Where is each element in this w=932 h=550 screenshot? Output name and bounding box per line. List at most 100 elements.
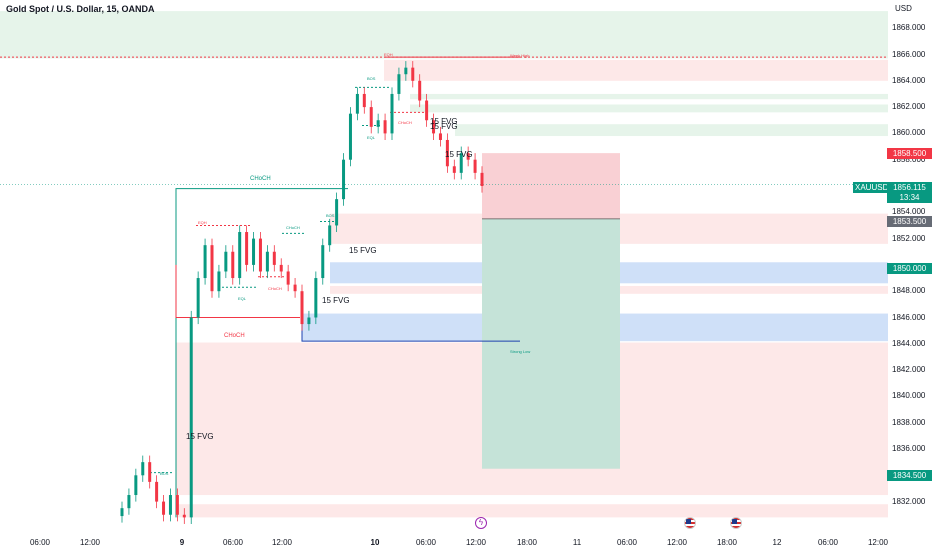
- us-flag-event-icon[interactable]: [684, 517, 696, 529]
- candle-body: [369, 107, 373, 127]
- demand-zone: [410, 93, 888, 100]
- entry-price-badge: 1853.500: [887, 216, 932, 227]
- candle-body: [265, 251, 269, 272]
- fvg-label: 15 FVG: [322, 296, 350, 305]
- time-tick-label: 9: [179, 538, 185, 547]
- choch-label: CHoCH: [286, 225, 300, 230]
- price-tick-label: 1842.000: [892, 365, 926, 375]
- candle-body: [355, 93, 359, 114]
- candle-body: [335, 199, 339, 226]
- candle-body: [286, 271, 290, 285]
- bar-countdown: 13:34: [887, 193, 932, 203]
- time-tick-label: 12:00: [79, 538, 101, 547]
- candle-body: [279, 264, 283, 272]
- candle-body: [162, 501, 166, 515]
- take-profit-zone: [482, 218, 620, 469]
- candle-body: [390, 93, 394, 134]
- choch-line: [175, 188, 348, 518]
- candle-body: [307, 317, 311, 325]
- candle-body: [245, 232, 249, 265]
- choch-label: CHoCH: [398, 120, 412, 125]
- bos-label: BOS: [160, 471, 169, 476]
- candle-body: [411, 67, 415, 81]
- candle-body: [425, 100, 429, 121]
- us-flag-event-icon[interactable]: [730, 517, 742, 529]
- candle-body: [134, 475, 138, 496]
- target-price-badge: 1834.500: [887, 470, 932, 481]
- eqh-label: EQH: [384, 52, 393, 57]
- week-high-label: Week High: [510, 53, 530, 58]
- time-tick-label: 06:00: [29, 538, 51, 547]
- fvg-label: 15 FVG: [445, 150, 473, 159]
- candle-body: [473, 159, 477, 173]
- symbol-tag: XAUUSD: [853, 182, 891, 193]
- candle-body: [148, 462, 152, 482]
- candle-body: [127, 495, 131, 509]
- currency-label[interactable]: USD: [895, 4, 912, 13]
- candle-body: [452, 166, 456, 173]
- candle-body: [314, 278, 318, 318]
- candle-body: [217, 271, 221, 292]
- candle-body: [175, 495, 179, 515]
- candle-body: [203, 245, 207, 279]
- time-tick-label: 12:00: [465, 538, 487, 547]
- current-price-badge: 1856.115: [887, 182, 932, 193]
- candle-body: [404, 67, 408, 75]
- time-tick-label: 10: [370, 538, 380, 547]
- candle-body: [210, 245, 214, 292]
- candle-body: [418, 80, 422, 101]
- chart-title: Gold Spot / U.S. Dollar, 15, OANDA: [6, 4, 155, 14]
- fvg-label: 15 FVG: [430, 117, 458, 126]
- choch-label: CHoCH: [224, 333, 245, 339]
- candle-body: [300, 291, 304, 325]
- fvg-label: 15 FVG: [430, 122, 458, 131]
- candle-body: [258, 238, 262, 272]
- time-tick-label: 06:00: [616, 538, 638, 547]
- candle-body: [168, 495, 172, 515]
- candle-body: [445, 139, 449, 167]
- eql-label: EQL: [367, 135, 376, 140]
- price-tick-label: 1852.000: [892, 233, 926, 243]
- price-tick-label: 1854.000: [892, 207, 926, 217]
- price-tick-label: 1844.000: [892, 338, 926, 348]
- candle-body: [141, 462, 145, 476]
- stop-price-badge: 1858.500: [887, 148, 932, 159]
- level-price-badge: 1850.000: [887, 263, 932, 274]
- candle-body: [321, 245, 325, 279]
- time-tick-label: 18:00: [516, 538, 538, 547]
- price-tick-label: 1862.000: [892, 102, 926, 112]
- price-tick-label: 1832.000: [892, 496, 926, 506]
- candle-body: [224, 251, 228, 272]
- price-tick-label: 1836.000: [892, 444, 926, 453]
- candle-body: [293, 284, 297, 292]
- candle-body: [182, 514, 186, 518]
- choch-label: CHoCH: [268, 286, 282, 291]
- time-tick-label: 12:00: [666, 538, 688, 547]
- premium-zone: [0, 11, 888, 59]
- candle-body: [328, 225, 332, 246]
- price-tick-label: 1860.000: [892, 128, 926, 138]
- demand-zone: [410, 104, 888, 113]
- strong-low-label: Strong Low: [510, 349, 531, 354]
- candle-body: [272, 251, 276, 265]
- time-tick-label: 12:00: [867, 538, 889, 547]
- time-tick-label: 12: [772, 538, 782, 547]
- bos-label: BOS: [326, 213, 335, 218]
- candle-body: [466, 153, 470, 160]
- supply-zone: [384, 59, 888, 81]
- candle-body: [438, 133, 442, 140]
- time-tick-label: 06:00: [415, 538, 437, 547]
- candle-body: [155, 481, 159, 502]
- bos-label: BOS: [367, 76, 376, 81]
- price-tick-label: 1838.000: [892, 417, 926, 427]
- time-tick-label: 18:00: [716, 538, 738, 547]
- candle-body: [376, 120, 380, 127]
- candle-body: [252, 238, 256, 265]
- time-tick-label: 12:00: [271, 538, 293, 547]
- price-tick-label: 1846.000: [892, 312, 926, 322]
- candle-body: [238, 232, 242, 279]
- choch-label: CHoCH: [250, 176, 271, 182]
- flash-event-icon[interactable]: ϟ: [475, 517, 487, 529]
- fvg-label: 15 FVG: [349, 246, 377, 255]
